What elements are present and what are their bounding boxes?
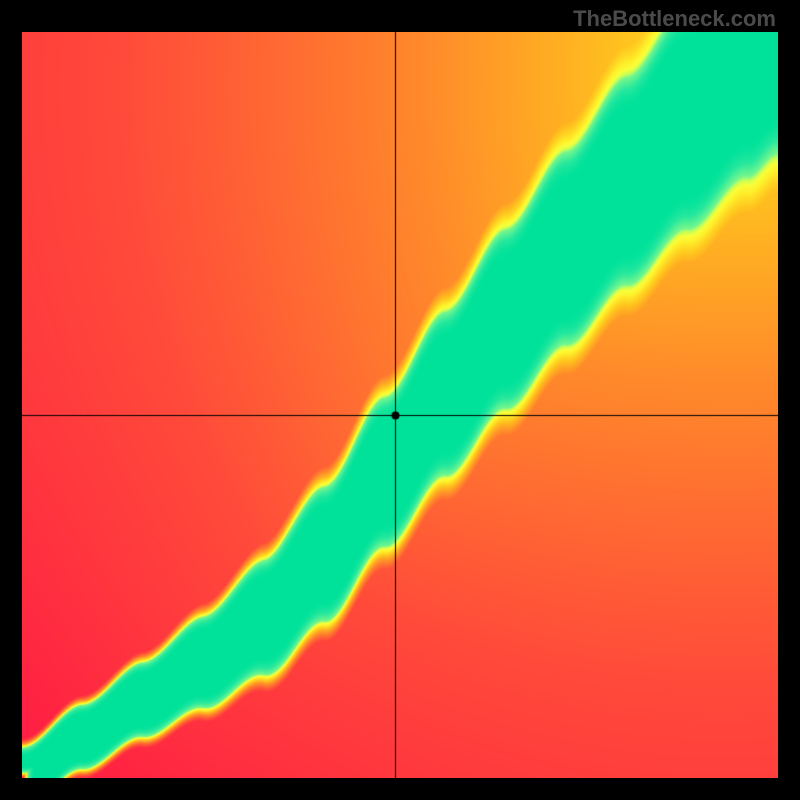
heatmap-canvas [22,32,778,778]
plot-frame [22,32,778,778]
watermark: TheBottleneck.com [573,6,776,32]
chart-container: TheBottleneck.com [0,0,800,800]
